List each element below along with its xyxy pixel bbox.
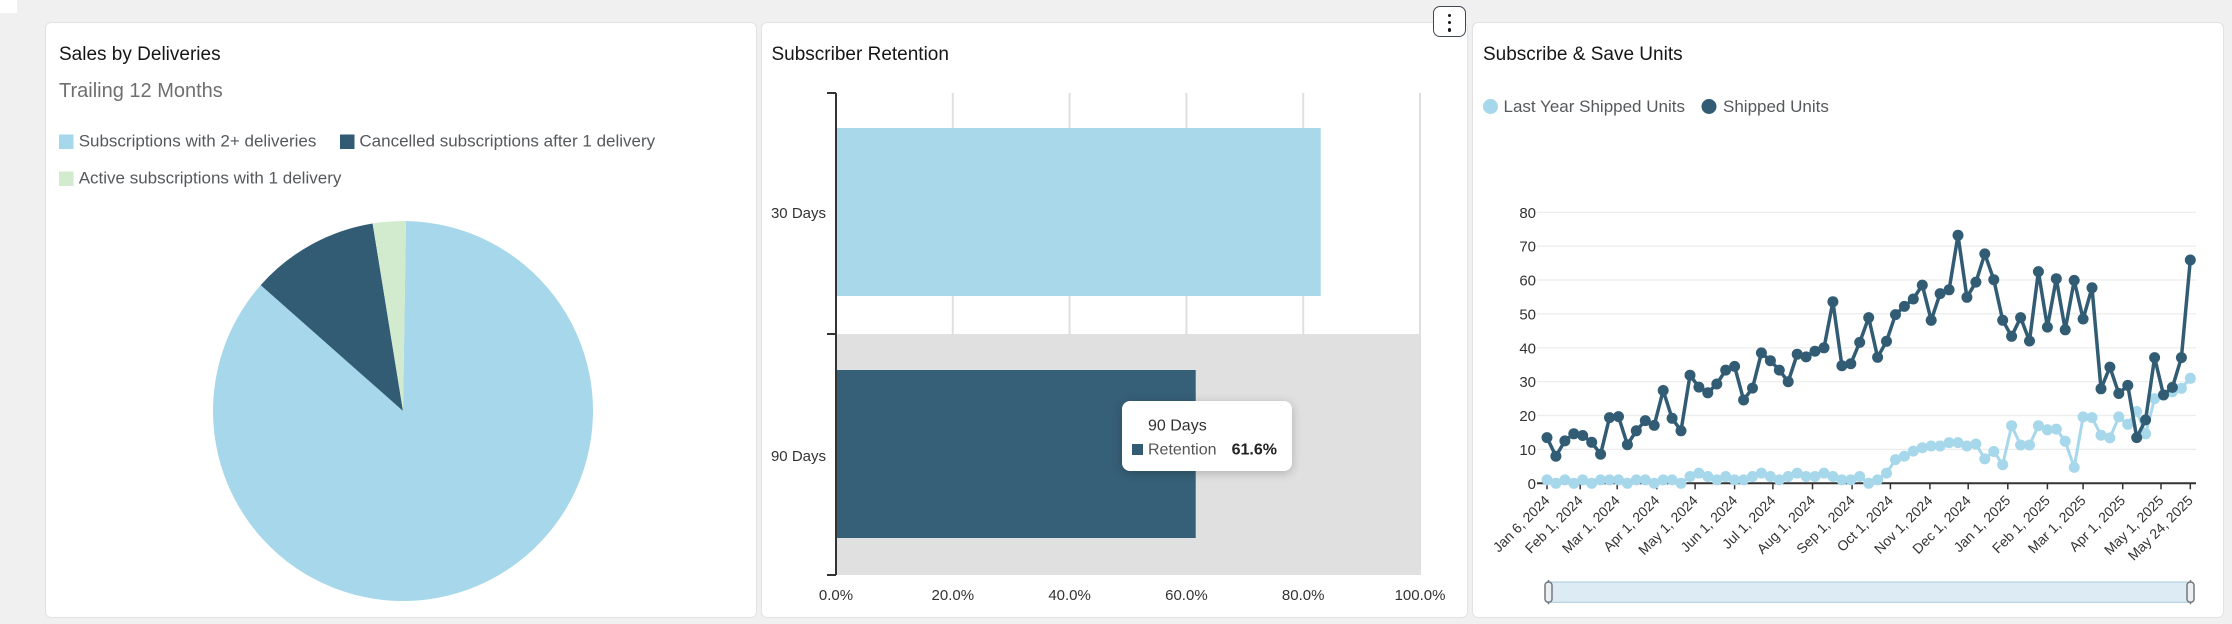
svg-text:0.0%: 0.0%	[819, 587, 853, 604]
svg-text:Subscribe & Save Units: Subscribe & Save Units	[1483, 44, 1683, 65]
svg-text:Shipped Units: Shipped Units	[1723, 97, 1829, 116]
svg-text:90 Days: 90 Days	[1148, 418, 1207, 435]
svg-text:Last Year Shipped Units: Last Year Shipped Units	[1504, 97, 1685, 116]
svg-text:Subscriber Retention: Subscriber Retention	[772, 44, 949, 65]
svg-text:60: 60	[1519, 273, 1536, 290]
svg-text:Trailing 12 Months: Trailing 12 Months	[59, 80, 223, 102]
svg-text:Cancelled subscriptions after: Cancelled subscriptions after 1 delivery	[359, 132, 655, 151]
svg-text:80: 80	[1519, 205, 1536, 222]
svg-text:Active subscriptions with 1 de: Active subscriptions with 1 delivery	[79, 169, 342, 188]
svg-text:90 Days: 90 Days	[771, 448, 826, 465]
svg-text:80.0%: 80.0%	[1282, 587, 1325, 604]
svg-text:Subscriptions with 2+ deliveri: Subscriptions with 2+ deliveries	[79, 132, 317, 151]
svg-text:30: 30	[1519, 374, 1536, 391]
svg-text:30 Days: 30 Days	[771, 205, 826, 222]
svg-text:0: 0	[1528, 476, 1536, 493]
svg-text:Sales by Deliveries: Sales by Deliveries	[59, 44, 221, 65]
svg-text:20: 20	[1519, 408, 1536, 425]
svg-text:50: 50	[1519, 306, 1536, 323]
svg-text:10: 10	[1519, 442, 1536, 459]
svg-text:40: 40	[1519, 340, 1536, 357]
svg-text:100.0%: 100.0%	[1395, 587, 1446, 604]
svg-text:60.0%: 60.0%	[1165, 587, 1208, 604]
svg-text:20.0%: 20.0%	[932, 587, 975, 604]
svg-text:Retention: Retention	[1148, 442, 1217, 459]
svg-text:70: 70	[1519, 239, 1536, 256]
svg-text:40.0%: 40.0%	[1048, 587, 1091, 604]
svg-text:61.6%: 61.6%	[1232, 442, 1277, 459]
